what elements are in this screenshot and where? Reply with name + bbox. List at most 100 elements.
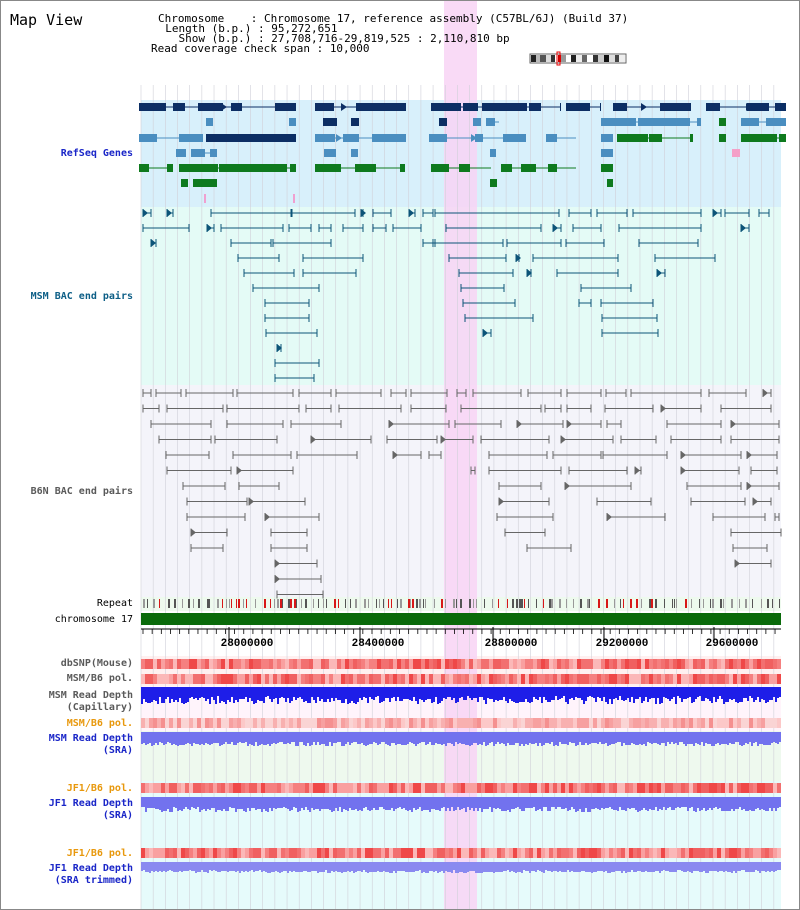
jf1-b6-pol-cell [529,783,533,793]
jf1-b6-pol-cell [673,783,677,793]
jf1-depth-trimmed-bar [323,862,325,872]
jf1-depth-sra-bar [307,797,309,810]
msm-depth-sra-bar [723,732,725,744]
jf1-depth-sra-bar [223,797,225,809]
msm-depth-sra-bar [507,732,509,743]
jf1-b6-pol-2-cell [761,848,765,858]
bac-end-marker [393,451,398,459]
msm-b6-pol-cell [465,674,469,684]
track-label-refseq[interactable]: RefSeq Genes [60,148,133,159]
dbsnp-density-cell [477,659,481,669]
jf1-b6-pol-cell [217,783,221,793]
msm-b6-pol-2-cell [261,718,265,728]
msm-b6-pol-cell [325,674,329,684]
gene-strand-arrow [506,103,512,111]
dbsnp-density-cell [269,659,273,669]
dbsnp-density-cell [349,659,353,669]
msm-depth-capillary-bar [169,687,171,703]
msm-depth-capillary-bar [327,687,329,699]
jf1-depth-trimmed-bar [431,862,433,871]
jf1-depth-sra-bar [517,797,519,807]
msm-depth-capillary-bar [561,687,563,698]
msm-b6-pol-2-cell [749,718,753,728]
chromosome-info: Chromosome : Chromosome 17, reference as… [158,13,628,24]
msm-b6-pol-cell [245,674,249,684]
jf1-b6-pol-cell [265,783,269,793]
jf1-b6-pol-cell [613,783,617,793]
msm-b6-pol-cell [633,674,637,684]
jf1-depth-sra-bar [777,797,779,808]
msm-b6-pol-2-cell [273,718,277,728]
msm-depth-sra-bar [641,732,643,745]
track-label-jf1-b6-pol-2[interactable]: JF1/B6 pol. [66,848,133,859]
track-label-msm-b6-pol-1[interactable]: MSM/B6 pol. [66,673,133,684]
repeat-element [400,599,402,608]
track-label-jf1-depth-sra[interactable]: JF1 Read Depth [48,798,133,809]
jf1-b6-pol-cell [197,783,201,793]
jf1-depth-trimmed-bar [301,862,303,872]
jf1-depth-sra-bar [397,797,399,808]
bac-end-marker [561,435,566,444]
jf1-depth-trimmed-bar [371,862,373,872]
dbsnp-density-cell [369,659,373,669]
jf1-depth-trimmed-bar [731,862,733,873]
msm-depth-capillary-bar [347,687,349,704]
msm-depth-capillary-bar [185,687,187,703]
jf1-depth-trimmed-bar [193,862,195,871]
msm-depth-capillary-bar [697,687,699,697]
jf1-depth-trimmed-bar [513,862,515,872]
gene-exon [139,134,157,142]
jf1-b6-pol-2-cell [153,848,157,858]
jf1-depth-trimmed-bar [171,862,173,871]
jf1-depth-trimmed-bar [315,862,317,871]
msm-b6-pol-2-cell [233,718,237,728]
msm-depth-capillary-bar [421,687,423,700]
msm-depth-capillary-bar [325,687,327,702]
msm-depth-capillary-bar [311,687,313,697]
jf1-depth-trimmed-bar [271,862,273,872]
show-value: 27,708,716-29,819,525 : 2,110,810 bp [271,32,510,45]
jf1-depth-sra-bar [645,797,647,810]
track-label-msm-b6-pol-2[interactable]: MSM/B6 pol. [66,718,133,729]
jf1-depth-trimmed-bar [465,862,467,873]
jf1-depth-trimmed-bar [545,862,547,870]
msm-depth-sra-bar [523,732,525,746]
jf1-b6-pol-2-cell [673,848,677,858]
msm-depth-capillary-bar [637,687,639,699]
span-label: Read coverage check span : [151,42,330,55]
gene-exon [684,103,691,111]
jf1-depth-sra-bar [457,797,459,807]
msm-depth-sra-bar [187,732,189,743]
msm-depth-capillary-bar [765,687,767,703]
msm-depth-sra-bar [565,732,567,744]
jf1-depth-sra-bar [581,797,583,812]
jf1-depth-trimmed-bar [161,862,163,872]
msm-b6-pol-cell [417,674,421,684]
track-label-jf1-b6-pol-1[interactable]: JF1/B6 pol. [66,783,133,794]
jf1-depth-sra-bar [549,797,551,811]
jf1-depth-trimmed-bar [657,862,659,871]
track-label-msm-depth-sra[interactable]: MSM Read Depth [48,733,133,744]
jf1-depth-sra-bar [767,797,769,811]
msm-depth-capillary-bar [545,687,547,700]
jf1-depth-trimmed-bar [267,862,269,873]
msm-depth-capillary-bar [611,687,613,704]
msm-depth-capillary-bar [317,687,319,697]
msm-b6-pol-cell [509,674,513,684]
track-label-msm-bac[interactable]: MSM BAC end pairs [30,291,133,302]
track-label-jf1-depth-trimmed[interactable]: JF1 Read Depth [48,863,133,874]
repeat-element [606,599,608,608]
jf1-b6-pol-2-cell [265,848,269,858]
track-label-msm-depth-capillary[interactable]: MSM Read Depth [48,690,133,701]
msm-depth-sra-bar [405,732,407,745]
msm-depth-capillary-bar [769,687,771,700]
jf1-depth-sra-bar [613,797,615,810]
track-label-b6n-bac[interactable]: B6N BAC end pairs [30,486,133,497]
msm-depth-capillary-bar [319,687,321,701]
jf1-depth-trimmed-bar [569,862,571,872]
msm-b6-pol-2-cell [697,718,701,728]
jf1-depth-sra-bar [337,797,339,811]
track-label-dbsnp[interactable]: dbSNP(Mouse) [60,658,133,669]
jf1-depth-trimmed-bar [355,862,357,872]
jf1-depth-sra-bar [253,797,255,808]
